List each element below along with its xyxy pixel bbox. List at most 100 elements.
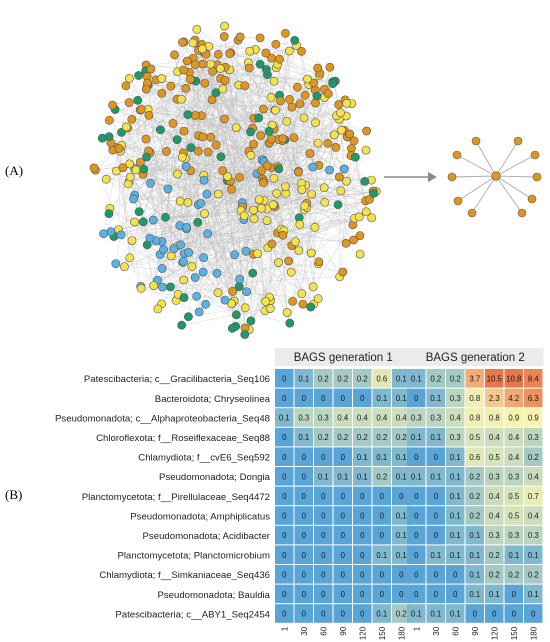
network-node [134, 207, 144, 216]
network-edge [303, 117, 329, 144]
network-node [361, 145, 371, 155]
cell-value-label: 0 [321, 531, 326, 540]
network-edge [148, 88, 186, 116]
heatmap-cell [392, 525, 411, 545]
network-node [141, 84, 151, 94]
subnetwork-edge [475, 140, 497, 177]
heatmap-cell [372, 467, 391, 486]
network-node [276, 96, 285, 106]
network-node [148, 215, 158, 225]
heatmap-cell [392, 584, 411, 604]
cell-value-label: 0.1 [469, 570, 480, 579]
network-node [203, 147, 213, 157]
heatmap-cell [372, 506, 391, 525]
cell-value-label: 0 [321, 610, 326, 619]
network-node [235, 32, 245, 42]
heatmap-cell [353, 388, 372, 408]
network-node [177, 320, 187, 330]
cell-value-label: 0.4 [337, 414, 349, 423]
network-node [240, 81, 250, 91]
cell-value-label: 0.6 [376, 374, 387, 383]
network-edge [323, 112, 341, 188]
heatmap-cell [353, 369, 372, 388]
network-node [255, 33, 265, 43]
heatmap-cell [275, 506, 294, 525]
network-node [192, 291, 201, 301]
heatmap-cell [485, 369, 504, 388]
cell-value-label: 0 [414, 394, 419, 403]
network-node [184, 247, 194, 257]
network-node [127, 236, 137, 245]
network-node [179, 293, 189, 302]
network-edge [125, 85, 184, 262]
heatmap-cell [524, 565, 543, 584]
network-edge [269, 190, 342, 298]
network-node [271, 39, 281, 49]
network-node [245, 46, 255, 56]
heatmap-cell [485, 545, 504, 564]
network-node [133, 95, 143, 105]
network-edge [147, 76, 276, 111]
cell-value-label: 0 [302, 570, 307, 579]
network-node [131, 165, 141, 175]
network-node [146, 178, 155, 188]
network-edge [198, 131, 251, 312]
cell-value-label: 0.1 [469, 531, 480, 540]
subnetwork-edge [456, 154, 497, 177]
network-edge [302, 224, 354, 305]
heatmap-cell [275, 369, 294, 388]
cell-value-label: 0 [453, 570, 458, 579]
network-edge [141, 288, 290, 324]
network-node [325, 165, 334, 175]
network-node [320, 197, 330, 207]
network-node [146, 64, 156, 74]
heatmap-cell [407, 369, 426, 388]
cell-value-label: 0.1 [357, 453, 368, 462]
network-node [106, 227, 116, 237]
heatmap-cell [446, 604, 465, 623]
heatmap-cell [485, 525, 504, 545]
network-node [186, 143, 196, 153]
heatmap-cell [446, 525, 465, 545]
network-node [262, 216, 272, 225]
network-node [254, 195, 264, 204]
heatmap-cell [372, 584, 391, 604]
heatmap-cell [524, 388, 543, 408]
heatmap-cell [314, 604, 333, 623]
heatmap-cell [333, 447, 352, 466]
x-tick-label: 180 [529, 626, 538, 640]
row-label: Chlamydiota; f__cvE6_Seq592 [138, 453, 270, 464]
heatmap-cell [485, 388, 504, 408]
network-edge [155, 131, 251, 241]
network-node [116, 230, 126, 240]
network-node [349, 136, 359, 146]
network-edge [186, 228, 265, 311]
network-node [261, 65, 271, 74]
cell-value-label: 0.1 [450, 512, 461, 521]
network-edge [292, 149, 367, 302]
network-edge [249, 67, 266, 311]
network-node [199, 253, 208, 262]
heatmap-cell [372, 408, 391, 427]
cell-value-label: 0.1 [489, 590, 500, 599]
cell-value-label: 0 [414, 570, 419, 579]
cell-value-label: 0 [341, 610, 346, 619]
panel-label-a: (A) [5, 163, 24, 178]
heatmap-cell [426, 584, 445, 604]
network-edge [147, 109, 199, 205]
network-node [99, 229, 108, 238]
heatmap-cell [333, 427, 352, 447]
network-node [225, 49, 235, 58]
cell-value-label: 4.2 [508, 394, 519, 403]
heatmap-cell [485, 604, 504, 623]
cell-value-label: 0 [282, 590, 287, 599]
heatmap-cell [426, 369, 445, 388]
network-edge [261, 159, 313, 168]
cell-value-label: 0 [302, 472, 307, 481]
heatmap-cell [504, 369, 523, 388]
heatmap-cell [407, 545, 426, 564]
row-label: Pseudomonadota; Acidibacter [143, 531, 271, 542]
network-node [280, 28, 290, 38]
heatmap-cell [275, 565, 294, 584]
network-node [199, 175, 209, 185]
